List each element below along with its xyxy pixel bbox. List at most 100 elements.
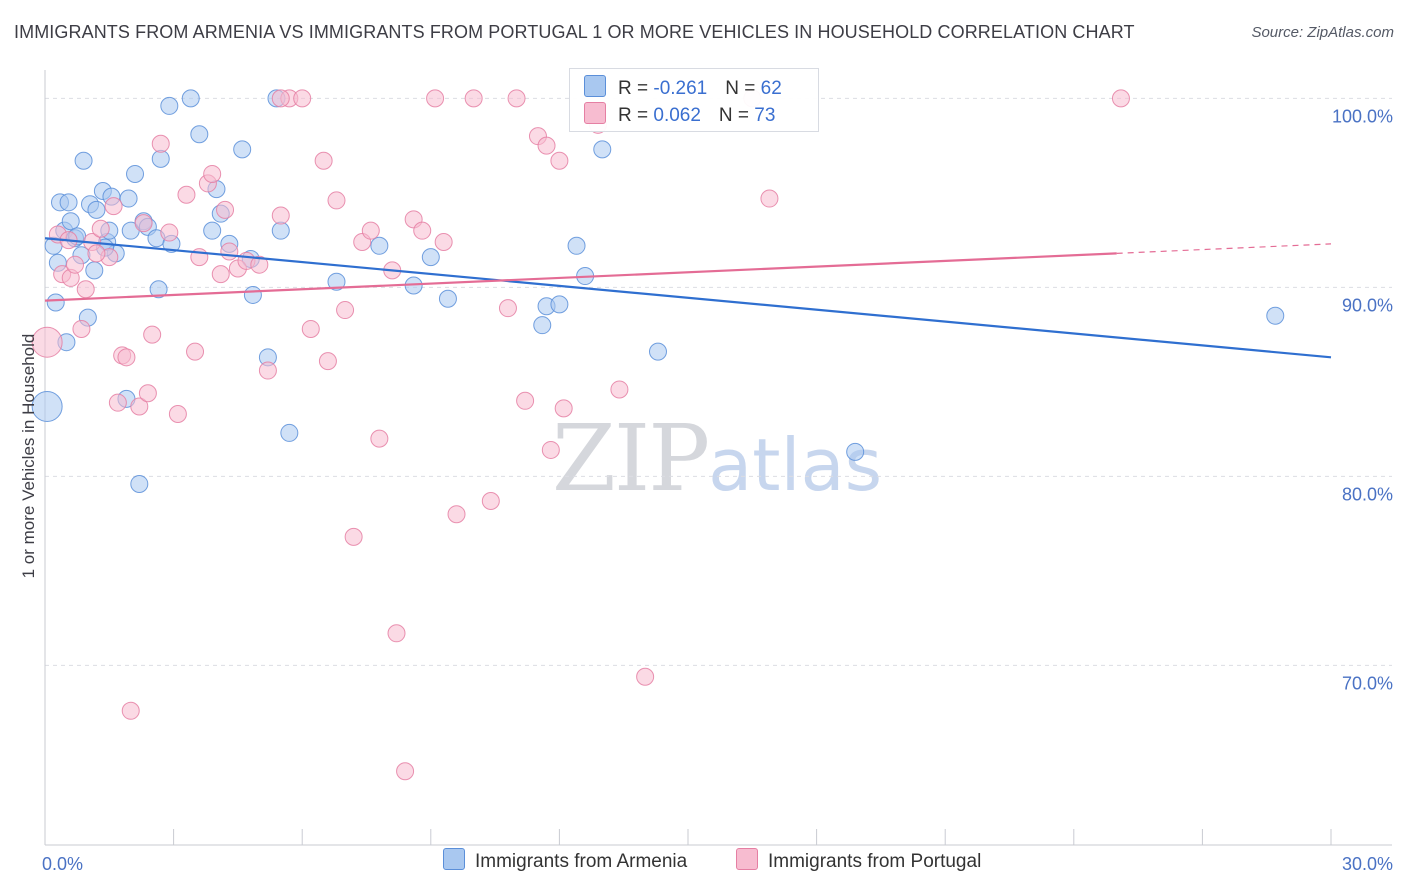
portugal-point-9 — [91, 219, 110, 238]
portugal-point-55 — [464, 89, 483, 108]
portugal-point-19 — [143, 325, 162, 344]
portugal-point-18 — [138, 384, 157, 403]
portugal-point-66 — [610, 380, 629, 399]
armenia-point-16 — [87, 200, 106, 219]
portugal-point-54 — [447, 505, 466, 524]
armenia-point-26 — [130, 474, 149, 493]
tick-labels: 100.0% 90.0% 80.0% 70.0% 0.0% 30.0% — [42, 106, 1393, 874]
portugal-point-11 — [104, 197, 123, 216]
armenia-point-15 — [85, 261, 104, 280]
portugal-trend-line-extension — [1116, 243, 1332, 254]
portugal-point-72 — [87, 244, 106, 263]
portugal-point-48 — [387, 624, 406, 643]
armenia-point-53 — [567, 236, 586, 255]
armenia-point-50 — [533, 316, 552, 335]
portugal-point-12 — [108, 393, 127, 412]
portugal-point-22 — [168, 405, 187, 424]
armenia-point-55 — [593, 140, 612, 159]
portugal-point-17 — [134, 214, 153, 233]
armenia-point-58 — [1266, 306, 1285, 325]
armenia-point-7 — [59, 193, 78, 212]
armenia-swatch — [584, 75, 606, 97]
portugal-n-label: N = — [718, 105, 755, 126]
armenia-point-52 — [550, 295, 569, 314]
portugal-point-29 — [216, 200, 235, 219]
armenia-n-value: 62 — [760, 78, 782, 99]
portugal-point-33 — [250, 255, 269, 274]
armenia-point-25 — [126, 164, 145, 183]
armenia-point-35 — [190, 125, 209, 144]
y-axis-label: 1 or more Vehicles in Household — [19, 334, 38, 579]
portugal-point-30 — [220, 242, 239, 261]
armenia-point-2 — [46, 293, 65, 312]
armenia-point-32 — [160, 96, 179, 115]
portugal-point-46 — [370, 429, 389, 448]
legend-armenia-swatch — [443, 848, 465, 870]
stats-row-armenia: R = -0.261 N = 62 — [584, 75, 782, 101]
armenia-point-12 — [74, 151, 93, 170]
armenia-point-49 — [438, 289, 457, 308]
correlation-stats-box: R = -0.261 N = 62 R = 0.062 N = 73 — [569, 68, 819, 132]
y-tick-label-100: 100.0% — [1332, 106, 1393, 126]
armenia-point-59 — [203, 221, 222, 240]
portugal-point-39 — [314, 151, 333, 170]
portugal-point-70 — [1111, 89, 1130, 108]
portugal-r-value: 0.062 — [653, 105, 701, 126]
armenia-r-label: R = — [618, 78, 654, 99]
portugal-point-41 — [327, 191, 346, 210]
portugal-point-62 — [541, 440, 560, 459]
portugal-point-51 — [413, 221, 432, 240]
portugal-point-59 — [516, 391, 535, 410]
portugal-trend-line — [44, 252, 1117, 302]
portugal-point-7 — [76, 280, 95, 299]
armenia-point-34 — [181, 89, 200, 108]
armenia-point-46 — [327, 272, 346, 291]
portugal-point-37 — [293, 89, 312, 108]
source-credit: Source: ZipAtlas.com — [1251, 24, 1394, 41]
portugal-point-35 — [271, 206, 290, 225]
x-tick-label-1: 30.0% — [1342, 854, 1393, 874]
portugal-swatch — [584, 102, 606, 124]
portugal-point-27 — [203, 164, 222, 183]
portugal-point-6 — [72, 319, 91, 338]
portugal-point-0 — [31, 326, 63, 358]
portugal-point-56 — [481, 491, 500, 510]
portugal-point-57 — [498, 299, 517, 318]
portugal-point-61 — [537, 136, 556, 155]
stats-row-portugal: R = 0.062 N = 73 — [584, 102, 775, 128]
portugal-n-value: 73 — [754, 105, 776, 126]
portugal-point-49 — [396, 762, 415, 781]
gridlines — [45, 97, 1392, 666]
portugal-point-38 — [301, 319, 320, 338]
portugal-point-24 — [186, 342, 205, 361]
series-portugal-points — [31, 89, 1130, 781]
portugal-point-42 — [336, 301, 355, 320]
portugal-point-28 — [211, 265, 230, 284]
portugal-point-71 — [271, 89, 290, 108]
armenia-point-45 — [280, 423, 299, 442]
portugal-point-21 — [160, 223, 179, 242]
portugal-point-14 — [117, 348, 136, 367]
portugal-r-label: R = — [618, 105, 654, 126]
portugal-point-16 — [130, 397, 149, 416]
portugal-point-64 — [554, 399, 573, 418]
legend-item-armenia[interactable]: Immigrants from Armenia — [443, 848, 687, 873]
portugal-point-45 — [361, 221, 380, 240]
armenia-point-23 — [119, 189, 138, 208]
portugal-point-58 — [507, 89, 526, 108]
y-tick-label-90: 90.0% — [1342, 295, 1393, 315]
armenia-point-31 — [151, 149, 170, 168]
y-tick-label-80: 80.0% — [1342, 484, 1393, 504]
portugal-point-67 — [636, 667, 655, 686]
y-tick-label-70: 70.0% — [1342, 673, 1393, 693]
trend-lines — [44, 237, 1332, 359]
armenia-point-56 — [648, 342, 667, 361]
armenia-point-0 — [31, 390, 63, 422]
legend-item-portugal[interactable]: Immigrants from Portugal — [736, 848, 981, 873]
x-tick-label-0: 0.0% — [42, 854, 83, 874]
legend-portugal-swatch — [736, 848, 758, 870]
watermark-atlas: atlas — [708, 423, 883, 507]
portugal-point-53 — [434, 233, 453, 252]
portugal-point-5 — [66, 255, 85, 274]
armenia-point-30 — [149, 280, 168, 299]
